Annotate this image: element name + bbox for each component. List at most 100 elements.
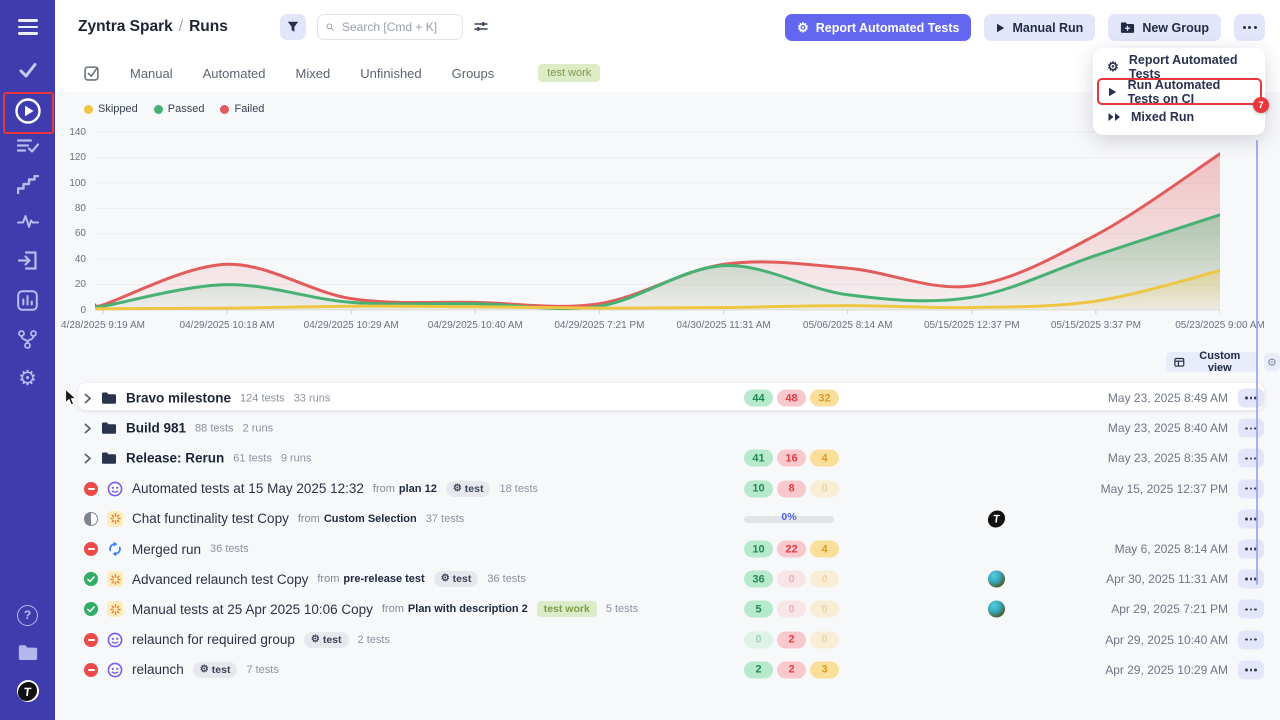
menu-item-run-automated-tests-on-ci[interactable]: Run Automated Tests on CI [1093,78,1265,106]
row-menu-button[interactable] [1238,660,1264,680]
menu-item-report-automated-tests[interactable]: ⚙ Report Automated Tests [1107,52,1238,81]
menu-item-mixed-run[interactable]: Mixed Run [1093,104,1265,129]
run-name[interactable]: Merged run [132,541,202,557]
x-axis-tick: 05/06/2025 8:14 AM [802,320,893,331]
y-axis-tick: 0 [80,304,86,316]
row-menu-button[interactable] [1238,630,1264,650]
run-name[interactable]: Advanced relaunch test Copy [132,571,309,587]
fast-forward-icon [1107,112,1121,122]
source-plan-name[interactable]: Plan with description 2 [407,603,528,616]
tag-filter-badge[interactable]: test work [538,64,601,82]
logo-letter: T [17,681,38,701]
import-icon[interactable] [0,250,55,270]
steps-icon[interactable] [0,174,55,194]
run-name[interactable]: Automated tests at 15 May 2025 12:32 [132,481,364,497]
settings-gear-icon[interactable]: ⚙ [18,366,37,390]
x-axis-tick: 4/28/2025 9:19 AM [61,320,145,331]
row-menu-button[interactable] [1238,388,1264,408]
legend-item-failed[interactable]: Failed [220,103,264,115]
failed-count-badge: 0 [777,570,806,588]
passed-count-badge: 44 [744,389,773,407]
row-menu-button[interactable] [1238,509,1264,529]
chevron-right-icon[interactable] [84,453,92,464]
bar-chart-icon[interactable] [0,289,55,311]
assignee-avatar[interactable] [988,570,1005,588]
reporter-avatar[interactable]: T [987,510,1006,528]
run-progress-bar: 0% [744,511,834,527]
profile-avatar[interactable]: T [0,679,55,703]
view-controls: Custom view ⚙ [1166,350,1280,374]
runs-play-icon[interactable] [0,97,55,125]
run-name[interactable]: relaunch for required group [132,632,295,648]
branch-icon[interactable] [0,328,55,350]
select-runs-checkbox-icon[interactable] [84,65,100,81]
menu-icon[interactable] [0,15,55,39]
run-date: May 23, 2025 8:35 AM [1107,451,1228,466]
chevron-right-icon[interactable] [84,423,92,434]
adjustments-icon[interactable] [474,20,488,38]
run-row[interactable]: Bravo milestone 124 tests 33 runs 44 48 32 May… [0,383,1280,413]
tab-automated[interactable]: Automated [202,65,266,81]
tests-check-icon[interactable] [0,59,55,81]
plan-tag-badge[interactable]: ⚙ test [303,631,349,648]
play-icon [997,23,1005,32]
run-row[interactable]: Merged run 36 tests 10 22 4 May 6, 2025 8:14 … [0,534,1280,564]
tab-mixed[interactable]: Mixed [295,65,331,81]
x-axis-tick: 04/29/2025 10:18 AM [179,320,275,331]
tab-manual[interactable]: Manual [130,65,173,81]
row-menu-button[interactable] [1238,479,1264,499]
run-name[interactable]: Manual tests at 25 Apr 2025 10:06 Copy [132,601,373,617]
legend-item-passed[interactable]: Passed [153,103,204,115]
row-menu-button[interactable] [1238,418,1264,438]
row-menu-button[interactable] [1238,448,1264,468]
row-menu-button[interactable] [1238,599,1264,619]
custom-view-button[interactable]: Custom view [1166,350,1258,374]
source-plan-name[interactable]: pre-release test [343,573,425,586]
assignee-avatar[interactable] [988,600,1005,618]
chevron-right-icon[interactable] [84,393,92,403]
filter-button[interactable] [280,14,306,40]
legend-item-skipped[interactable]: Skipped [84,103,138,115]
scrollbar[interactable] [1256,140,1258,585]
report-automated-tests-button[interactable]: ⚙ Report Automated Tests [785,14,972,41]
projects-folder-icon[interactable] [0,642,55,662]
view-settings-gear-icon[interactable]: ⚙ [1263,353,1280,371]
breadcrumb-project[interactable]: Zyntra Spark [78,18,173,35]
list-check-icon[interactable] [0,137,55,155]
run-date: Apr 29, 2025 10:40 AM [1105,632,1228,647]
run-row[interactable]: Manual tests at 25 Apr 2025 10:06 Copy fr… [0,594,1280,624]
passed-count-badge: 41 [744,449,773,467]
plan-tag-badge[interactable]: ⚙ test [433,571,479,588]
tab-groups[interactable]: Groups [451,65,495,81]
group-name[interactable]: Build 981 [126,420,187,436]
legend-dot-icon [153,104,163,114]
run-name[interactable]: Chat functinality test Copy [132,511,289,527]
manual-run-icon [107,571,123,588]
group-name[interactable]: Bravo milestone [126,390,232,406]
run-row[interactable]: Release: Rerun 61 tests 9 runs 41 16 4 May 23,… [0,443,1280,473]
run-row[interactable]: Advanced relaunch test Copy from pre-relea… [0,564,1280,594]
more-actions-button[interactable] [1234,14,1265,41]
group-meta: 88 tests [195,422,234,435]
search-input[interactable] [340,19,454,35]
run-row[interactable]: Chat functinality test Copy from Custom Se… [0,504,1280,534]
plan-tag-badge[interactable]: ⚙ test [192,661,238,678]
run-row[interactable]: Automated tests at 15 May 2025 12:32 from… [0,474,1280,504]
row-menu-button[interactable] [1238,539,1264,559]
source-plan-name[interactable]: plan 12 [398,482,437,495]
tag-badge[interactable]: test work [536,601,597,618]
run-row[interactable]: Build 981 88 tests 2 runs May 23, 2025 8:40… [0,413,1280,443]
manual-run-button[interactable]: Manual Run [984,14,1096,41]
group-name[interactable]: Release: Rerun [126,450,225,466]
run-row[interactable]: relaunch ⚙ test 7 tests 2 2 3 Apr 29, 2025 10:2… [0,655,1280,685]
help-icon[interactable]: ? [0,604,55,626]
row-menu-button[interactable] [1238,569,1264,589]
pulse-icon[interactable] [0,213,55,229]
tab-unfinished[interactable]: Unfinished [360,65,422,81]
failed-status-icon [84,481,98,496]
run-row[interactable]: relaunch for required group ⚙ test 2 tests 0… [0,625,1280,655]
plan-tag-badge[interactable]: ⚙ test [445,480,491,497]
new-group-button[interactable]: New Group [1108,14,1221,41]
run-name[interactable]: relaunch [132,662,184,678]
source-plan-name[interactable]: Custom Selection [323,512,417,525]
